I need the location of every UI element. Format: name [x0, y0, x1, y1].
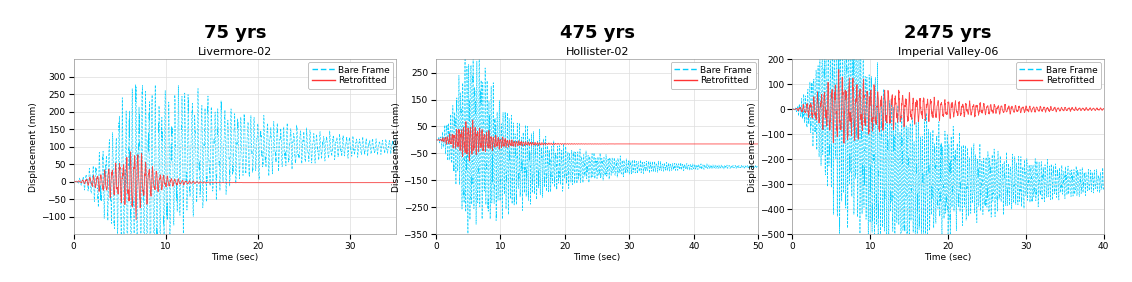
X-axis label: Time (sec): Time (sec): [574, 254, 620, 263]
Title: Imperial Valley-06: Imperial Valley-06: [898, 47, 998, 57]
Legend: Bare Frame, Retrofitted: Bare Frame, Retrofitted: [670, 62, 756, 89]
X-axis label: Time (sec): Time (sec): [212, 254, 258, 263]
Y-axis label: Displacement (mm): Displacement (mm): [29, 102, 38, 191]
Y-axis label: Displacement (mm): Displacement (mm): [748, 102, 757, 191]
Title: Livermore-02: Livermore-02: [198, 47, 272, 57]
Y-axis label: Displacement (mm): Displacement (mm): [392, 102, 401, 191]
Text: 75 yrs: 75 yrs: [204, 24, 266, 42]
Legend: Bare Frame, Retrofitted: Bare Frame, Retrofitted: [308, 62, 394, 89]
Title: Hollister-02: Hollister-02: [565, 47, 629, 57]
X-axis label: Time (sec): Time (sec): [925, 254, 971, 263]
Legend: Bare Frame, Retrofitted: Bare Frame, Retrofitted: [1015, 62, 1101, 89]
Text: 475 yrs: 475 yrs: [559, 24, 635, 42]
Text: 2475 yrs: 2475 yrs: [904, 24, 992, 42]
